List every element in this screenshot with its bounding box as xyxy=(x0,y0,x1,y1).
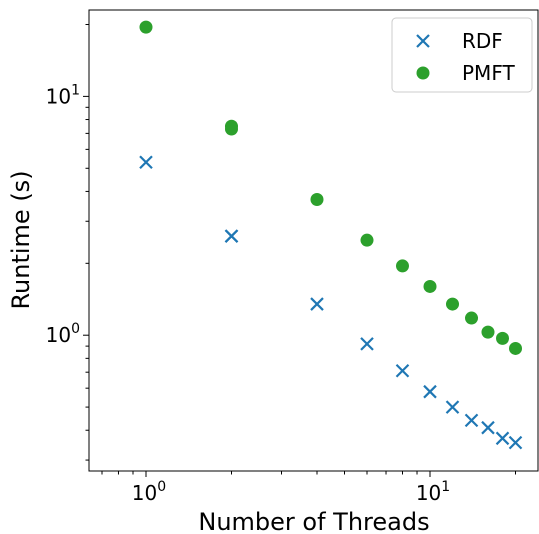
x-stroke xyxy=(139,155,153,170)
pmft-point xyxy=(310,193,324,207)
legend-label-rdf: RDF xyxy=(462,29,503,53)
ticks: 100 101 100 101 xyxy=(46,23,517,505)
legend-marker-pmft xyxy=(416,66,430,80)
pmft-point xyxy=(395,259,409,273)
y-tick-label: 100 xyxy=(46,321,80,347)
pmft-point xyxy=(360,233,374,247)
y-axis-label: Runtime (s) xyxy=(7,170,35,309)
rdf-point xyxy=(224,229,239,243)
x-axis-label: Number of Threads xyxy=(198,508,429,534)
rdf-point xyxy=(464,413,479,428)
x-stroke xyxy=(464,413,479,428)
rdf-point xyxy=(310,297,324,311)
x-stroke xyxy=(360,337,374,351)
rdf-point xyxy=(508,435,523,450)
legend-label-pmft: PMFT xyxy=(462,61,515,85)
rdf-point xyxy=(423,384,437,399)
y-tick-label: 101 xyxy=(46,82,80,108)
pmft-point xyxy=(446,297,460,311)
pmft-point xyxy=(224,122,238,136)
rdf-point xyxy=(481,420,495,435)
legend: RDF PMFT xyxy=(391,17,533,93)
x-stroke xyxy=(445,400,460,414)
x-stroke xyxy=(310,297,324,311)
rdf-point xyxy=(395,363,410,378)
pmft-point xyxy=(465,311,479,325)
x-tick-label: 100 xyxy=(132,479,166,505)
rdf-point xyxy=(445,400,460,414)
x-tick-label: 101 xyxy=(416,479,450,505)
pmft-point xyxy=(423,279,437,293)
rdf-point xyxy=(495,431,510,446)
pmft-point xyxy=(496,331,510,345)
x-stroke xyxy=(224,229,239,243)
pmft-legend-symbol xyxy=(416,66,430,80)
pmft-point xyxy=(481,325,495,339)
pmft-point xyxy=(139,20,153,34)
x-stroke xyxy=(416,34,430,48)
x-stroke xyxy=(495,431,510,446)
x-stroke xyxy=(395,363,410,378)
data-points xyxy=(139,20,523,450)
pmft-point xyxy=(509,341,523,355)
rdf-point xyxy=(139,155,153,170)
rdf-point xyxy=(360,337,374,351)
x-stroke xyxy=(508,435,523,450)
rdf-legend-symbol xyxy=(416,34,430,48)
legend-marker-rdf xyxy=(416,34,430,48)
x-stroke xyxy=(423,384,437,399)
x-stroke xyxy=(481,420,495,435)
